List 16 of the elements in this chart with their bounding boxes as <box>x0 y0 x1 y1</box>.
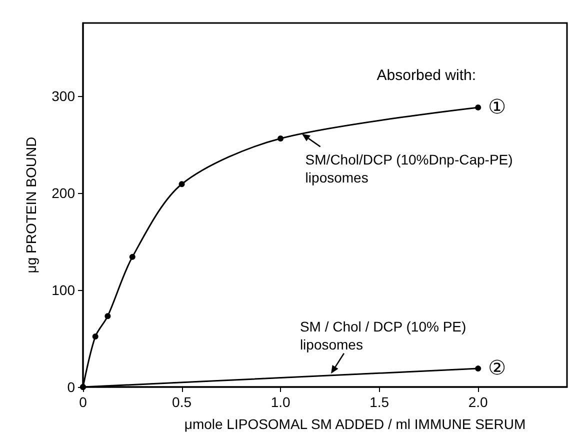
series-label: ① <box>488 96 506 118</box>
annotation: Absorbed with: <box>376 67 476 84</box>
y-tick-label: 300 <box>52 88 76 104</box>
x-tick-label: 1.0 <box>270 394 290 410</box>
y-tick-label: 0 <box>67 379 76 395</box>
x-axis-title: μmole LIPOSOMAL SM ADDED / ml IMMUNE SERUM <box>184 416 526 432</box>
y-tick-label: 100 <box>52 282 76 298</box>
series-label: ② <box>488 358 506 380</box>
x-tick-label: 2.0 <box>468 394 488 410</box>
x-tick-label: 1.5 <box>370 394 390 410</box>
annotation: SM/Chol/DCP (10%Dnp-Cap-PE) liposomes <box>305 152 513 186</box>
y-tick-label: 200 <box>52 184 76 201</box>
y-axis-title: μg PROTEIN BOUND <box>23 136 39 274</box>
annotation: SM / Chol / DCP (10% PE) liposomes <box>300 318 466 352</box>
x-tick-label: 0.5 <box>172 394 192 410</box>
x-tick-label: 0 <box>79 394 88 410</box>
